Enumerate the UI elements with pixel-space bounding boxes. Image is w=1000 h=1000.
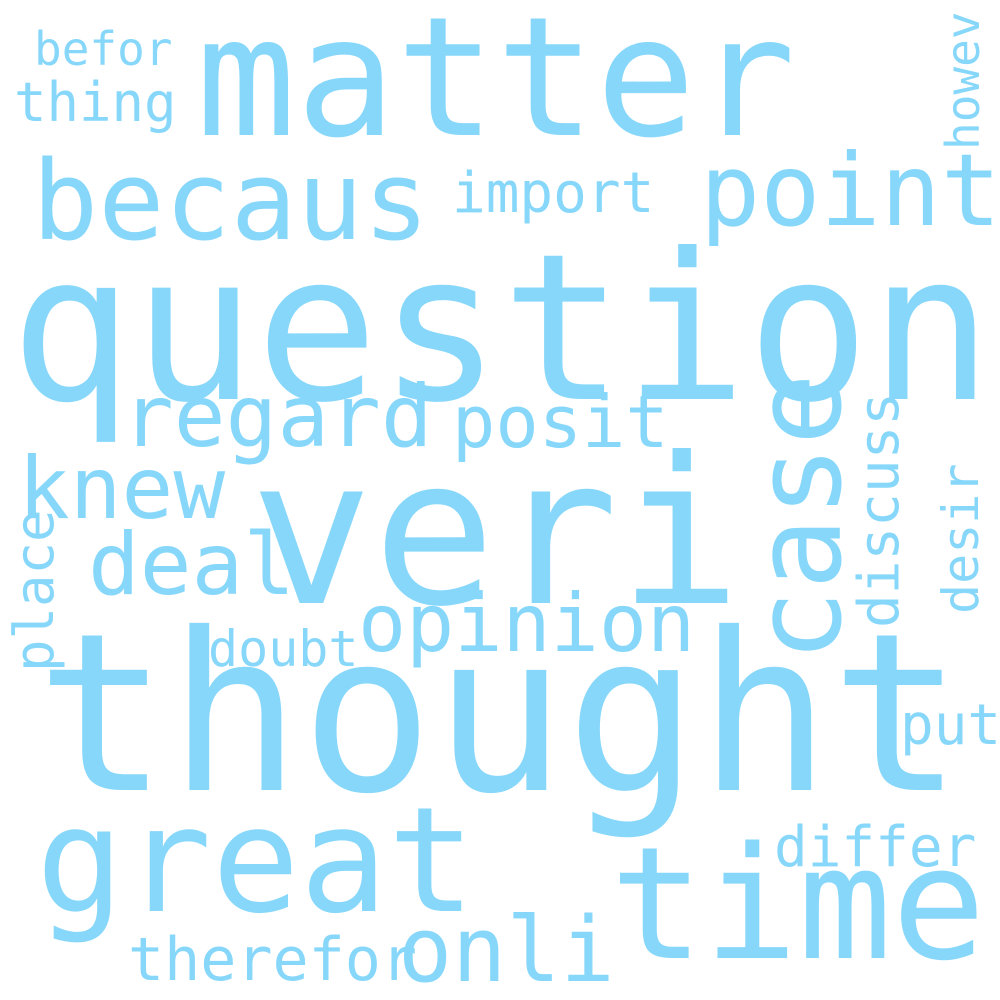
- word-thing: thing: [14, 71, 177, 134]
- word-time: time: [610, 813, 986, 995]
- word-knew: knew: [18, 439, 226, 539]
- word-onli: onli: [398, 898, 615, 1000]
- word-import: import: [452, 161, 655, 226]
- word-befor: befor: [34, 22, 173, 76]
- word-veri: veri: [250, 415, 742, 652]
- word-therefor: therefor: [128, 925, 417, 995]
- word-put: put: [900, 693, 1000, 758]
- word-point: point: [700, 132, 1000, 249]
- word-opinion: opinion: [358, 577, 696, 670]
- word-posit: posit: [452, 380, 669, 464]
- word-differ: differ: [774, 815, 977, 880]
- word-question: question: [10, 211, 993, 448]
- word-thought: thought: [36, 586, 964, 842]
- word-doubt: doubt: [208, 620, 359, 678]
- word-great: great: [36, 776, 476, 946]
- word-regard: regard: [122, 367, 433, 467]
- word-deal: deal: [88, 515, 296, 615]
- word-matter: matter: [196, 0, 796, 175]
- word-howev: howev: [936, 11, 990, 150]
- word-becaus: becaus: [32, 137, 430, 265]
